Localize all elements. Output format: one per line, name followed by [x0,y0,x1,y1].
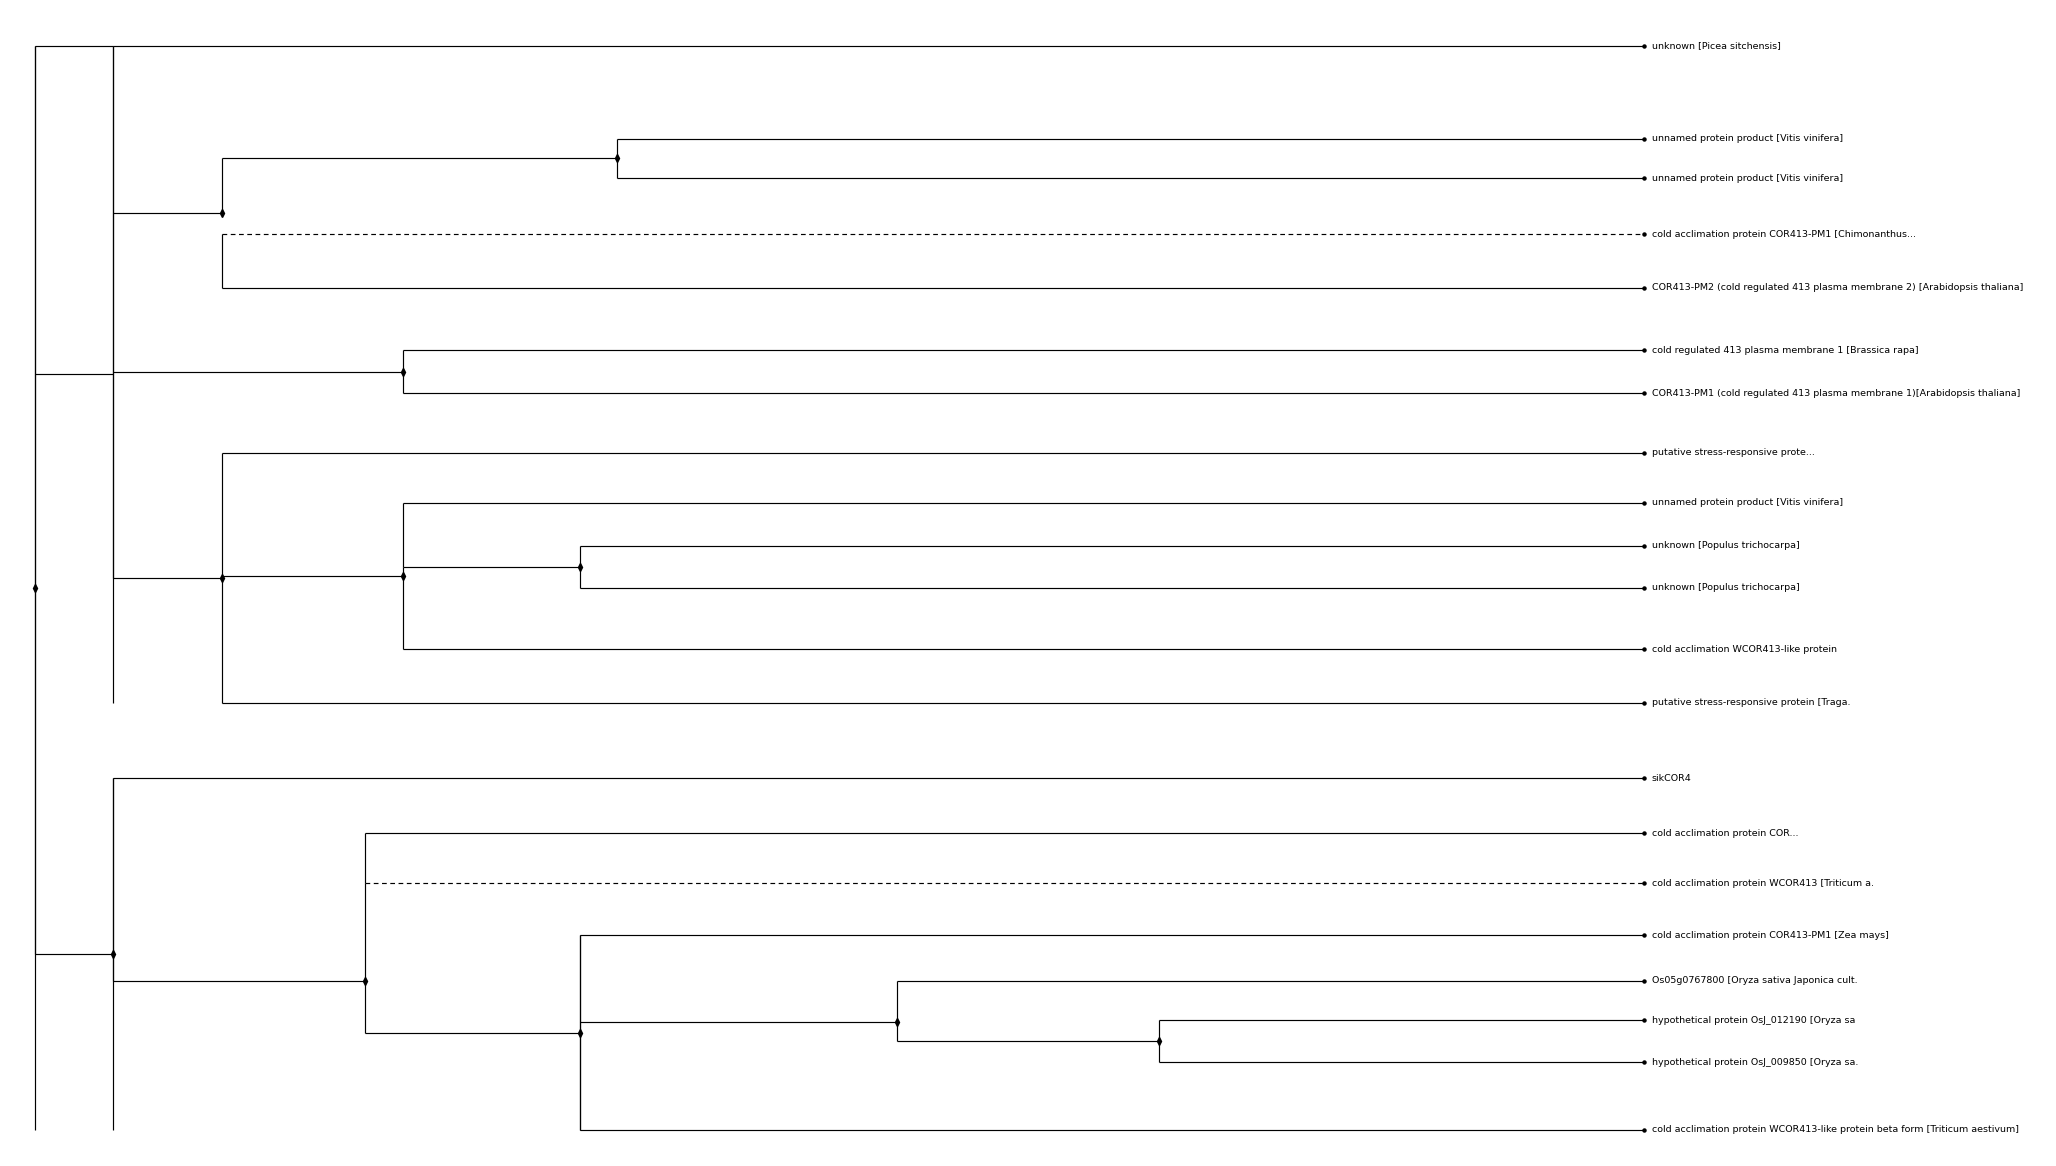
Text: cold acclimation protein COR413-PM1 [Zea mays]: cold acclimation protein COR413-PM1 [Zea… [1651,930,1887,940]
Text: cold acclimation protein COR413-PM1 [Chimonanthus...: cold acclimation protein COR413-PM1 [Chi… [1651,230,1916,239]
Text: COR413-PM1 (cold regulated 413 plasma membrane 1)[Arabidopsis thaliana]: COR413-PM1 (cold regulated 413 plasma me… [1651,389,2019,398]
Text: cold acclimation protein WCOR413-like protein beta form [Triticum aestivum]: cold acclimation protein WCOR413-like pr… [1651,1125,2019,1135]
Text: COR413-PM2 (cold regulated 413 plasma membrane 2) [Arabidopsis thaliana]: COR413-PM2 (cold regulated 413 plasma me… [1651,283,2023,292]
Text: unknown [Picea sitchensis]: unknown [Picea sitchensis] [1651,41,1780,50]
Text: unnamed protein product [Vitis vinifera]: unnamed protein product [Vitis vinifera] [1651,174,1842,183]
Text: Os05g0767800 [Oryza sativa Japonica cult.: Os05g0767800 [Oryza sativa Japonica cult… [1651,976,1857,985]
Text: putative stress-responsive protein [Traga.: putative stress-responsive protein [Trag… [1651,698,1850,708]
Text: cold acclimation protein WCOR413 [Triticum a.: cold acclimation protein WCOR413 [Tritic… [1651,879,1873,887]
Text: cold regulated 413 plasma membrane 1 [Brassica rapa]: cold regulated 413 plasma membrane 1 [Br… [1651,346,1918,354]
Text: sikCOR4: sikCOR4 [1651,774,1692,782]
Text: unnamed protein product [Vitis vinifera]: unnamed protein product [Vitis vinifera] [1651,498,1842,507]
Text: cold acclimation WCOR413-like protein: cold acclimation WCOR413-like protein [1651,645,1836,654]
Text: unnamed protein product [Vitis vinifera]: unnamed protein product [Vitis vinifera] [1651,134,1842,143]
Text: hypothetical protein OsJ_012190 [Oryza sa: hypothetical protein OsJ_012190 [Oryza s… [1651,1016,1855,1025]
Text: unknown [Populus trichocarpa]: unknown [Populus trichocarpa] [1651,541,1799,550]
Text: hypothetical protein OsJ_009850 [Oryza sa.: hypothetical protein OsJ_009850 [Oryza s… [1651,1058,1859,1067]
Text: unknown [Populus trichocarpa]: unknown [Populus trichocarpa] [1651,583,1799,592]
Text: cold acclimation protein COR...: cold acclimation protein COR... [1651,829,1799,837]
Text: putative stress-responsive prote...: putative stress-responsive prote... [1651,448,1813,457]
